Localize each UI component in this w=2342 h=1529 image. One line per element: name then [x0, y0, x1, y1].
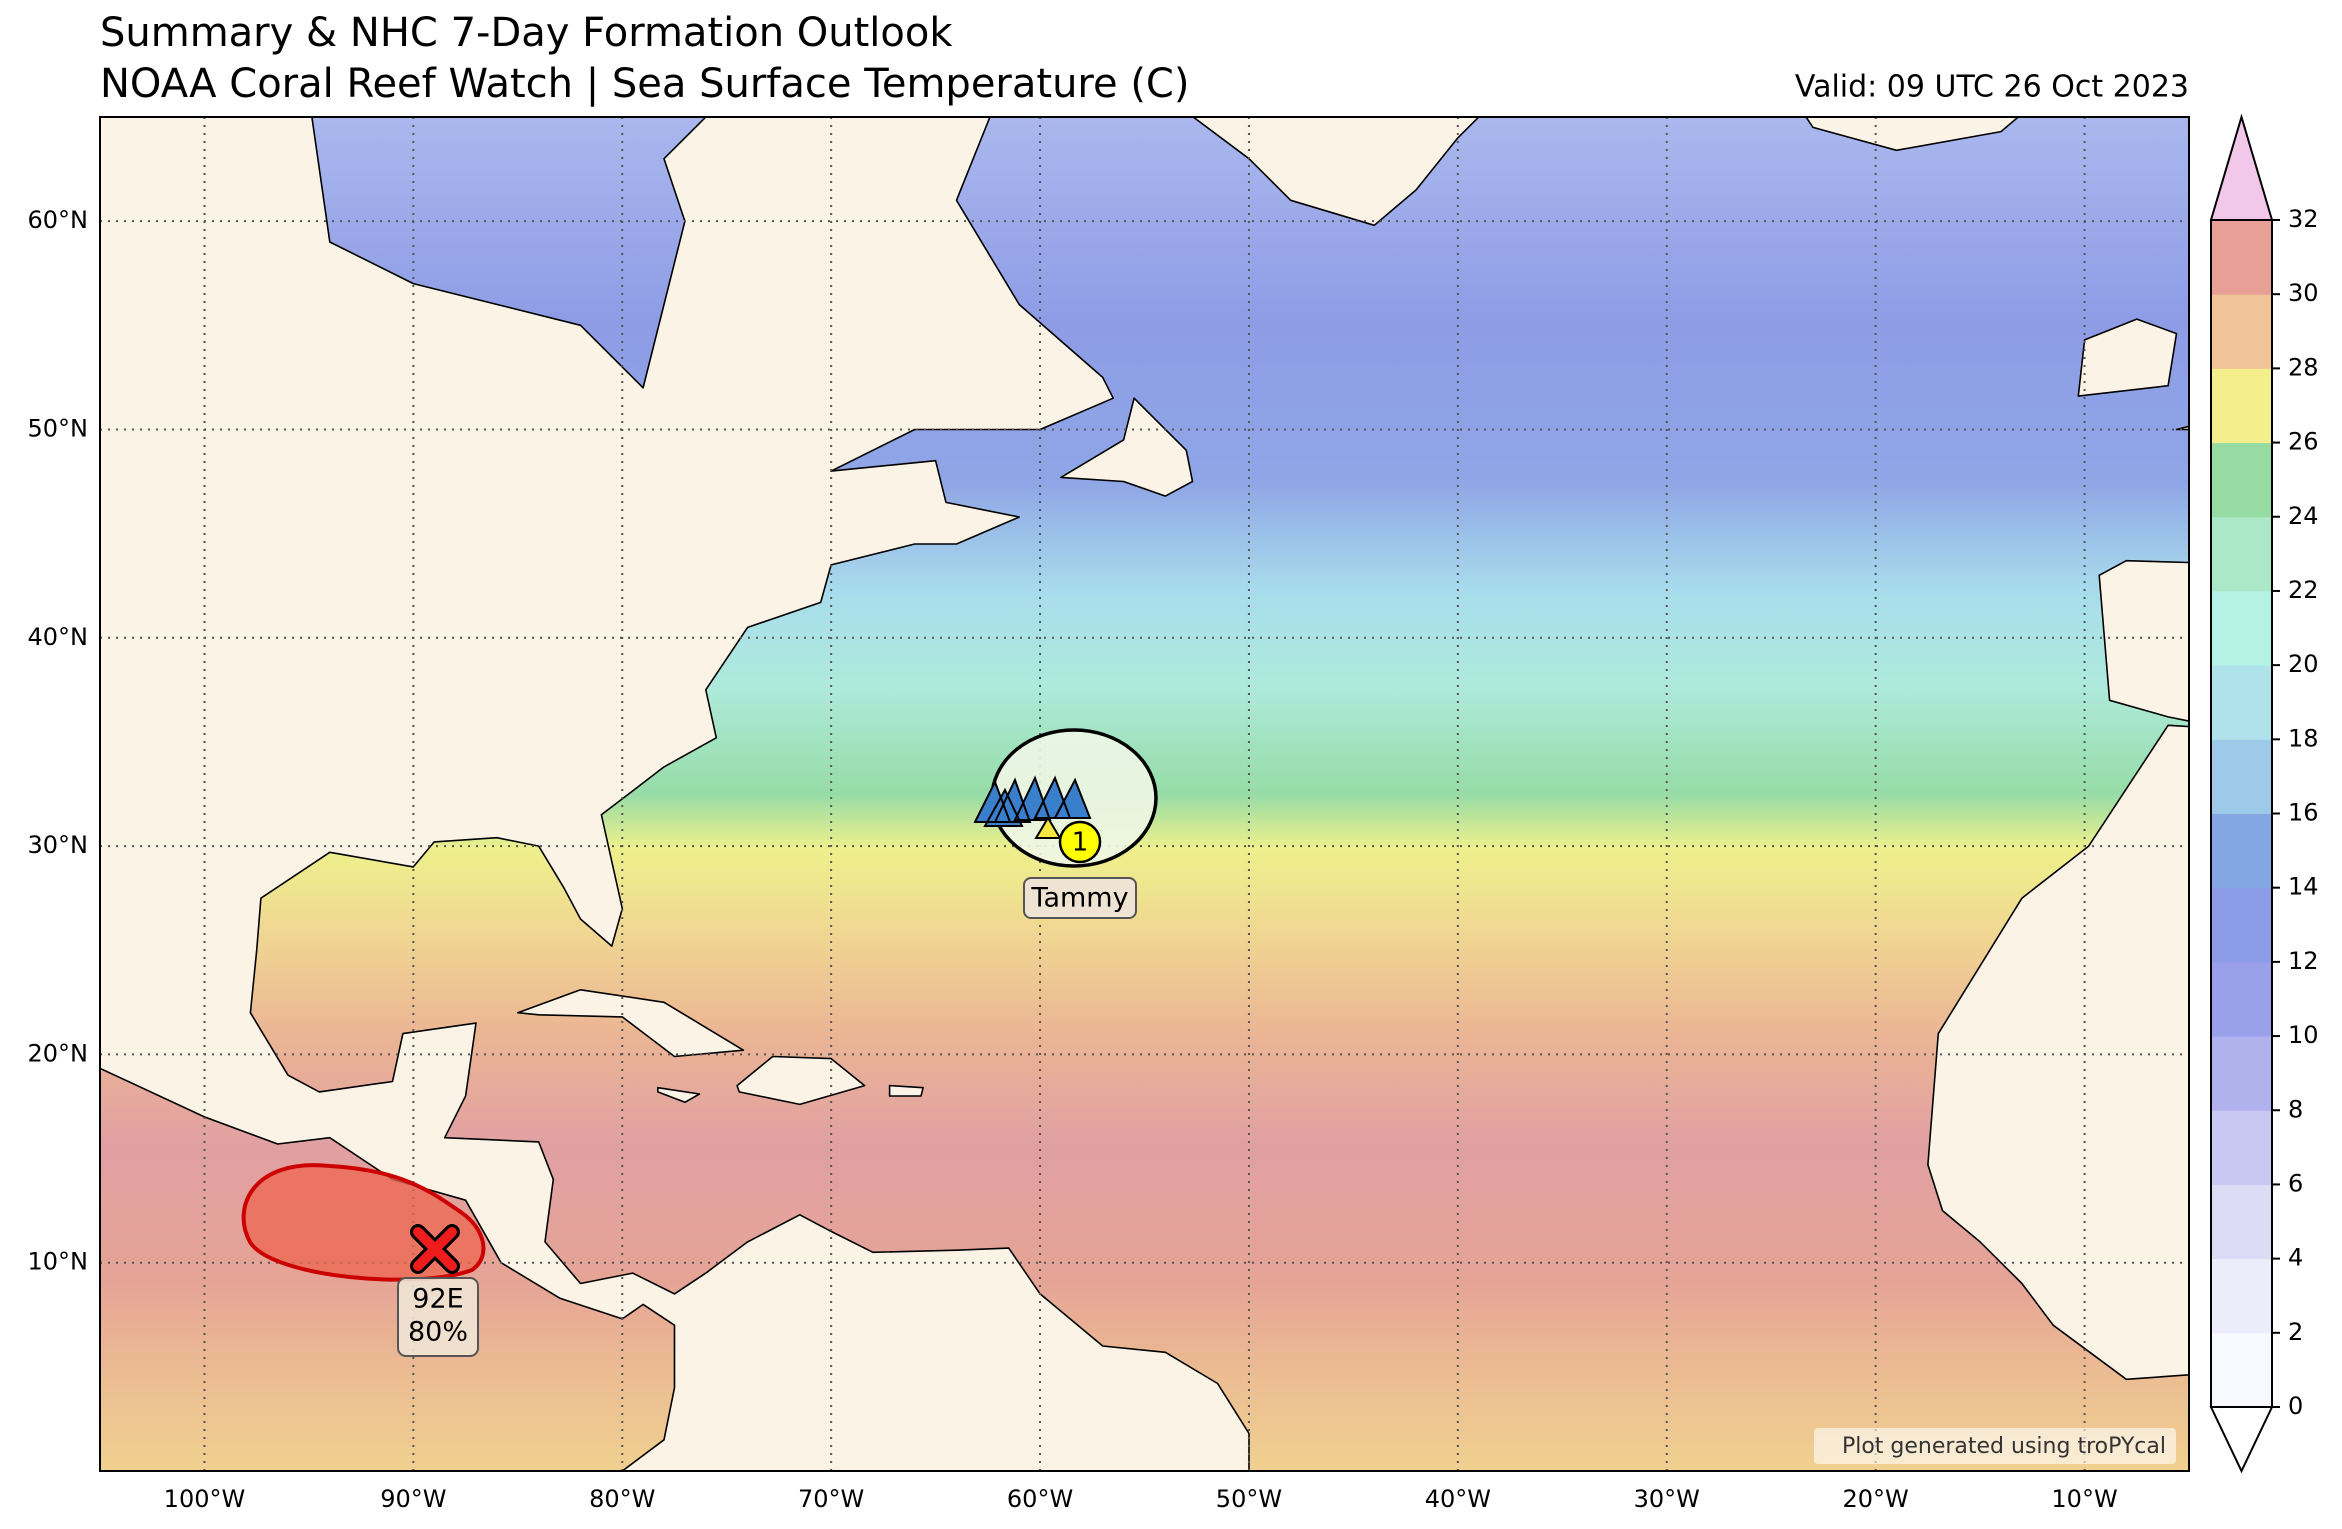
storm-name: Tammy	[1030, 883, 1128, 914]
colorbar-tick-label: 24	[2288, 502, 2319, 530]
landmass	[736, 1055, 866, 1106]
subtitle: NOAA Coral Reef Watch | Sea Surface Temp…	[100, 61, 1189, 107]
lat-tick-label: 40°N	[28, 623, 89, 651]
colorbar-band	[2211, 1184, 2272, 1260]
forecast-triangle	[1034, 816, 1062, 839]
colorbar-band	[2211, 961, 2272, 1037]
colorbar-band	[2211, 368, 2272, 444]
credit-box	[1814, 1428, 2176, 1464]
colorbar-tick-label: 20	[2288, 650, 2319, 678]
land	[100, 117, 2189, 1471]
lon-tick-label: 40°W	[1425, 1485, 1491, 1513]
colorbar-tick-label: 26	[2288, 428, 2319, 456]
landmass	[2098, 559, 2189, 722]
lon-tick-label: 20°W	[1843, 1485, 1909, 1513]
map-frame	[99, 116, 2190, 1472]
landmass	[516, 988, 745, 1058]
colorbar-band	[2211, 442, 2272, 518]
invest-name: 92E	[412, 1284, 463, 1315]
colorbar-band	[2211, 665, 2272, 740]
colorbar-tick-label: 18	[2288, 724, 2319, 752]
landmass	[656, 1086, 701, 1104]
lat-tick-label: 60°N	[28, 206, 89, 234]
lon-tick-label: 30°W	[1634, 1485, 1700, 1513]
lon-tick-label: 70°W	[798, 1485, 864, 1513]
tammy-cone: 1 Tammy	[973, 728, 1158, 919]
colorbar-band	[2211, 1036, 2272, 1111]
colorbar-tick-label: 2	[2288, 1318, 2303, 1346]
lon-tick-label: 10°W	[2051, 1485, 2117, 1513]
colorbar-tick-label: 14	[2288, 873, 2319, 901]
colorbar-under	[2209, 1406, 2274, 1474]
invest-chance: 80%	[408, 1317, 468, 1348]
lat-tick-label: 30°N	[28, 831, 89, 859]
lon-tick-label: 80°W	[589, 1485, 655, 1513]
colorbar-band	[2211, 220, 2272, 295]
colorbar-tick-label: 16	[2288, 799, 2319, 827]
colorbar-tick-label: 6	[2288, 1169, 2303, 1197]
invest-marker	[413, 1227, 457, 1271]
colorbar-band	[2211, 887, 2272, 963]
lon-tick-label: 60°W	[1007, 1485, 1073, 1513]
invest-area: 92E 80%	[241, 1163, 486, 1357]
colorbar-band	[2211, 813, 2272, 889]
valid-time: Valid: 09 UTC 26 Oct 2023	[1795, 70, 2189, 105]
title: Summary & NHC 7-Day Formation Outlook	[100, 10, 953, 56]
lon-tick-label: 50°W	[1216, 1485, 1282, 1513]
map-area: 1 Tammy 92E 80% Plot generated using tro…	[100, 117, 2189, 1471]
colorbar-band	[2211, 590, 2272, 666]
colorbar-tick-label: 28	[2288, 353, 2319, 381]
colorbar-over	[2209, 113, 2274, 221]
lat-tick-label: 20°N	[28, 1039, 89, 1067]
colorbar-tick-label: 22	[2288, 576, 2319, 604]
colorbar-tick-label: 12	[2288, 947, 2319, 975]
forecast-label: 1	[1072, 828, 1089, 858]
colorbar-band	[2211, 1332, 2272, 1408]
lat-tick-label: 10°N	[28, 1248, 89, 1276]
lon-tick-label: 100°W	[164, 1485, 246, 1513]
forecast-triangles	[973, 775, 1092, 827]
landmass	[1805, 117, 2020, 152]
colorbar-tick-label: 0	[2288, 1392, 2303, 1420]
colorbar-band	[2211, 294, 2272, 369]
lat-tick-label: 50°N	[28, 414, 89, 442]
lon-tick-label: 90°W	[380, 1485, 446, 1513]
invest-label-box	[397, 1277, 479, 1357]
landmass	[100, 117, 1250, 1471]
storm-label-box	[1023, 877, 1137, 919]
colorbar-tick-label: 8	[2288, 1095, 2303, 1123]
gridlines	[100, 117, 2189, 1471]
colorbar-band	[2211, 1110, 2272, 1185]
colorbar-tick-label: 4	[2288, 1244, 2303, 1272]
landmass	[1060, 397, 1194, 497]
colorbar-tick-label: 30	[2288, 279, 2319, 307]
landmass	[1191, 117, 1480, 227]
landmass	[1927, 724, 2189, 1381]
forecast-point	[1058, 820, 1102, 864]
credit: Plot generated using troPYcal	[1842, 1434, 2166, 1459]
colorbar-band	[2211, 516, 2272, 592]
colorbar-tick-label: 10	[2288, 1021, 2319, 1049]
colorbar-band	[2211, 739, 2272, 814]
landmass	[888, 1084, 924, 1097]
colorbar-tick-label: 32	[2288, 205, 2319, 233]
colorbar-band	[2211, 1258, 2272, 1334]
